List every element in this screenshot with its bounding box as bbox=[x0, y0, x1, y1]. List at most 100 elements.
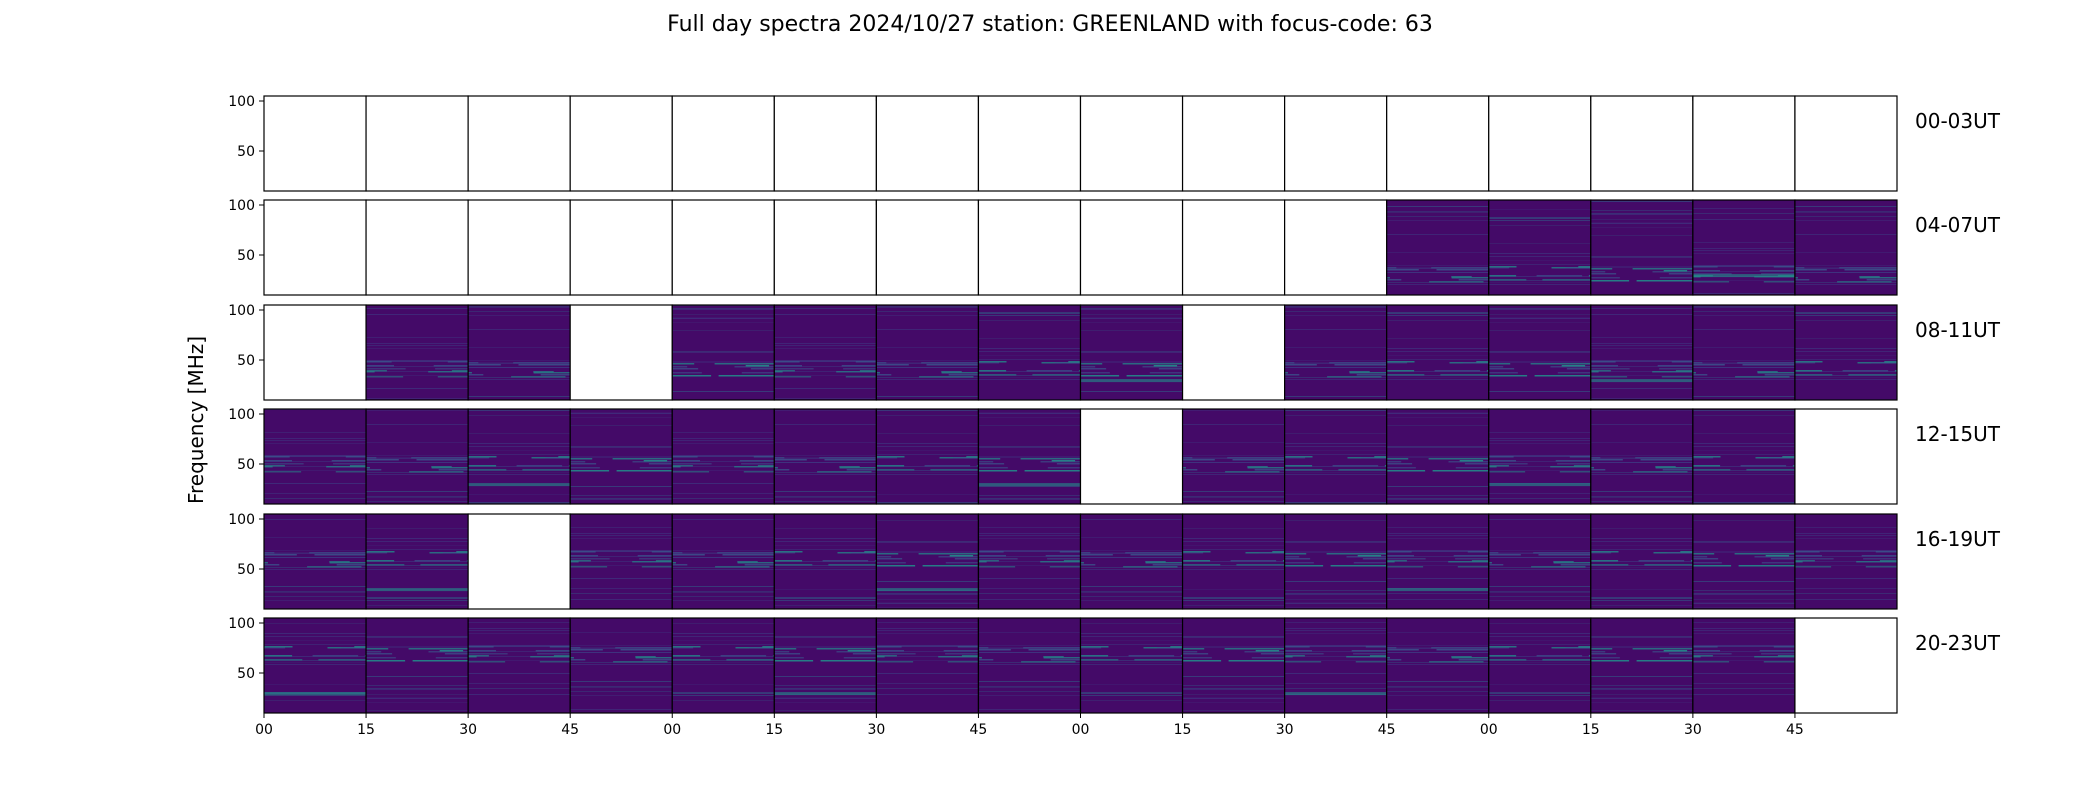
spectrum-panel bbox=[875, 408, 980, 505]
x-tick-label: 30 bbox=[459, 722, 477, 738]
y-tick-label: 100 bbox=[228, 94, 255, 110]
spectrum-panel bbox=[1181, 199, 1286, 296]
spectrum-panel bbox=[467, 95, 571, 192]
spectrum-panel bbox=[773, 617, 877, 714]
row-time-label: 16-19UT bbox=[1915, 527, 2001, 551]
row-time-label: 20-23UT bbox=[1915, 631, 2001, 655]
spectrum-panel bbox=[467, 408, 571, 505]
x-tick-label: 00 bbox=[1480, 722, 1498, 738]
spectrum-panel bbox=[263, 617, 367, 714]
row-time-label: 00-03UT bbox=[1915, 109, 2001, 133]
x-tick-label: 00 bbox=[1072, 722, 1090, 738]
spectrum-panel bbox=[1692, 513, 1796, 610]
spectrum-panel bbox=[671, 304, 775, 401]
spectrum-panel bbox=[1692, 304, 1796, 401]
spectrum-panel bbox=[1386, 617, 1490, 714]
spectrum-panel bbox=[1794, 199, 1898, 296]
y-tick-label: 50 bbox=[237, 248, 255, 264]
spectrum-panel bbox=[569, 513, 673, 610]
spectrum-panel bbox=[365, 95, 469, 192]
y-tick-label: 100 bbox=[228, 512, 255, 528]
spectrum-panel bbox=[1284, 199, 1388, 296]
spectrum-panel bbox=[1488, 408, 1592, 505]
spectrum-panel bbox=[773, 408, 877, 505]
x-tick-label: 45 bbox=[1786, 722, 1804, 738]
spectrum-panel bbox=[671, 513, 775, 610]
spectrum-panel bbox=[1488, 95, 1592, 192]
x-tick-label: 30 bbox=[867, 722, 885, 738]
spectrum-panel bbox=[1692, 199, 1796, 296]
spectrum-panel bbox=[1386, 199, 1490, 296]
spectrum-panel bbox=[1386, 408, 1490, 505]
spectrum-panel bbox=[977, 199, 1082, 296]
spectrum-panel bbox=[977, 304, 1082, 401]
spectrum-panel bbox=[1590, 617, 1694, 714]
spectrum-panel bbox=[1181, 617, 1286, 714]
x-tick-label: 15 bbox=[765, 722, 783, 738]
spectrum-panel bbox=[365, 304, 469, 401]
spectrum-panel bbox=[467, 304, 571, 401]
spectrum-panel bbox=[569, 617, 673, 714]
spectrum-panel bbox=[1079, 617, 1184, 714]
row-time-label: 04-07UT bbox=[1915, 213, 2001, 237]
spectrum-panel bbox=[263, 408, 367, 505]
spectrum-panel bbox=[263, 199, 367, 296]
spectrum-panel bbox=[1284, 513, 1388, 610]
spectrum-panel bbox=[1488, 617, 1592, 714]
spectrum-panel bbox=[569, 408, 673, 505]
x-tick-label: 15 bbox=[1582, 722, 1600, 738]
spectrum-panel bbox=[1284, 95, 1388, 192]
spectrum-panel bbox=[1590, 513, 1694, 610]
spectrum-panel bbox=[365, 513, 469, 610]
row-time-label: 08-11UT bbox=[1915, 318, 2001, 342]
spectrum-panel bbox=[365, 199, 469, 296]
spectrum-panel bbox=[1181, 304, 1286, 401]
spectrum-panel bbox=[263, 95, 367, 192]
y-tick-label: 100 bbox=[228, 407, 255, 423]
spectrum-panel bbox=[875, 304, 980, 401]
spectrum-panel bbox=[467, 617, 571, 714]
spectrum-panel bbox=[365, 408, 469, 505]
spectrum-panel bbox=[1079, 304, 1184, 401]
spectrum-panel bbox=[467, 513, 571, 610]
y-tick-label: 100 bbox=[228, 198, 255, 214]
spectrum-panel bbox=[1590, 199, 1694, 296]
spectrum-panel bbox=[1284, 617, 1388, 714]
spectrum-panel bbox=[1386, 513, 1490, 610]
y-tick-label: 100 bbox=[228, 616, 255, 632]
x-tick-label: 15 bbox=[1174, 722, 1192, 738]
spectrum-panel bbox=[1181, 95, 1286, 192]
spectrum-panel bbox=[1590, 304, 1694, 401]
spectrum-panel bbox=[773, 513, 877, 610]
spectrum-panel bbox=[1181, 408, 1286, 505]
spectrum-panel bbox=[263, 513, 367, 610]
spectrum-panel bbox=[1488, 199, 1592, 296]
spectrum-panel bbox=[1079, 95, 1184, 192]
x-tick-label: 15 bbox=[357, 722, 375, 738]
y-tick-label: 50 bbox=[237, 562, 255, 578]
spectrum-panel bbox=[569, 95, 673, 192]
spectrum-panel bbox=[1386, 304, 1490, 401]
spectrum-panel bbox=[977, 513, 1082, 610]
y-tick-label: 50 bbox=[237, 353, 255, 369]
spectrum-panel bbox=[773, 199, 877, 296]
spectrum-panel bbox=[875, 95, 980, 192]
spectrum-panel bbox=[875, 617, 980, 714]
spectrum-panel bbox=[875, 199, 980, 296]
spectrum-panel bbox=[467, 199, 571, 296]
spectrum-panel bbox=[1079, 199, 1184, 296]
spectrum-panel bbox=[1794, 304, 1898, 401]
spectrum-panel bbox=[671, 199, 775, 296]
spectrum-panel bbox=[773, 304, 877, 401]
spectrum-panel bbox=[569, 199, 673, 296]
spectrum-panel bbox=[1794, 408, 1898, 505]
spectrum-panel bbox=[1692, 408, 1796, 505]
spectrum-panel bbox=[1079, 513, 1184, 610]
spectrum-panel bbox=[1590, 408, 1694, 505]
y-tick-label: 50 bbox=[237, 144, 255, 160]
spectrum-panel bbox=[1692, 617, 1796, 714]
x-tick-label: 45 bbox=[970, 722, 988, 738]
spectrum-panel bbox=[671, 95, 775, 192]
spectrum-panel bbox=[1590, 95, 1694, 192]
spectrum-panel bbox=[365, 617, 469, 714]
